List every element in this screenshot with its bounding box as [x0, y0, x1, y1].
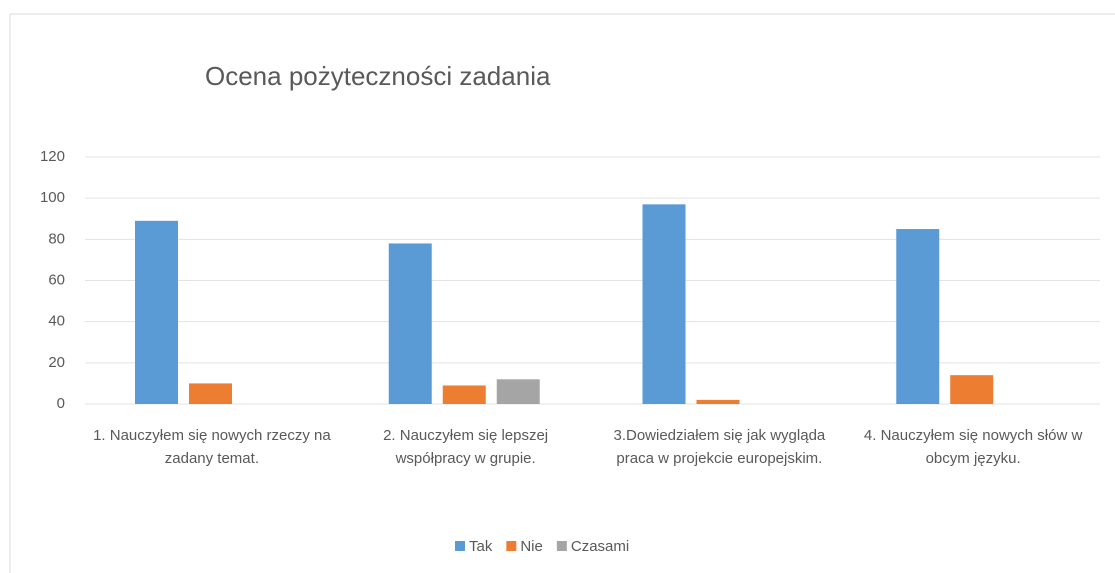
- y-tick-label: 100: [40, 189, 65, 206]
- x-tick-label: 4. Nauczyłem się nowych słów w obcym jęz…: [863, 427, 1083, 467]
- legend-label: Tak: [469, 538, 493, 555]
- bar: [388, 243, 432, 404]
- legend-swatch: [556, 541, 567, 551]
- bar: [896, 229, 940, 404]
- bar: [496, 379, 540, 404]
- bar: [189, 383, 232, 404]
- y-tick-label: 20: [48, 354, 65, 371]
- x-tick-label: 2. Nauczyłem się lepszej współpracy w gr…: [383, 427, 549, 467]
- x-tick-label: 1. Nauczyłem się nowych rzeczy na zadany…: [93, 427, 331, 467]
- bar: [696, 399, 740, 404]
- y-tick-label: 60: [48, 271, 65, 288]
- bar: [950, 375, 994, 404]
- chart-frame: [9, 13, 1115, 573]
- x-tick-label: 3.Dowiedziałem się jak wygląda praca w p…: [613, 427, 826, 467]
- legend-label: Czasami: [571, 538, 629, 555]
- y-tick-label: 40: [48, 313, 65, 330]
- legend-swatch: [455, 541, 465, 551]
- y-tick-label: 0: [57, 395, 65, 412]
- chart-title: Ocena pożyteczności zadania: [205, 61, 551, 91]
- y-tick-label: 80: [48, 230, 65, 247]
- bar: [135, 220, 178, 404]
- bar: [642, 204, 686, 404]
- y-tick-label: 120: [40, 148, 65, 165]
- legend-swatch: [506, 541, 517, 551]
- legend-label: Nie: [520, 538, 543, 555]
- bar: [442, 385, 486, 404]
